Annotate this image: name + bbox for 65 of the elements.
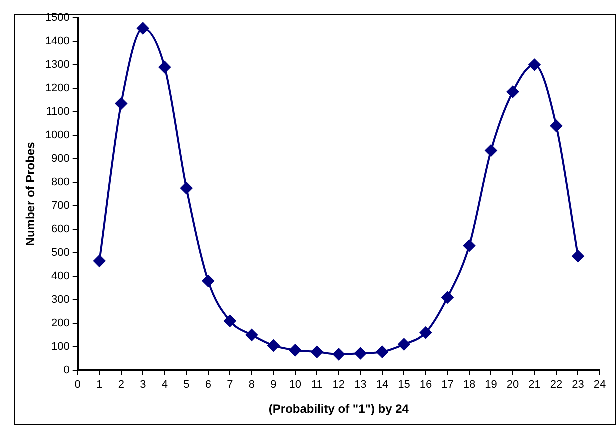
point bbox=[550, 120, 562, 132]
point bbox=[506, 86, 519, 98]
x-tick-label: 23 bbox=[572, 379, 584, 392]
x-tick-label: 13 bbox=[354, 379, 367, 392]
x-tick-label: 5 bbox=[184, 379, 190, 392]
x-tick-label: 3 bbox=[140, 379, 146, 392]
y-tick-label: 500 bbox=[52, 246, 70, 259]
x-tick-label: 4 bbox=[162, 379, 168, 392]
x-tick-label: 11 bbox=[311, 379, 323, 392]
y-tick-label: 1400 bbox=[45, 36, 70, 48]
y-tick-label: 900 bbox=[52, 152, 70, 165]
y-tick-label: 700 bbox=[52, 200, 70, 212]
point bbox=[268, 340, 280, 352]
x-tick-label: 18 bbox=[463, 379, 476, 392]
y-tick-label: 400 bbox=[52, 270, 70, 282]
point bbox=[180, 182, 193, 194]
x-tick-label: 22 bbox=[550, 379, 563, 392]
x-tick-label: 21 bbox=[528, 379, 541, 392]
y-axis-title: Number of Probes bbox=[24, 142, 38, 246]
point bbox=[137, 22, 150, 35]
y-tick-label: 100 bbox=[52, 340, 70, 353]
point bbox=[420, 326, 432, 339]
point bbox=[246, 329, 258, 342]
x-tick-label: 14 bbox=[376, 379, 389, 392]
point bbox=[572, 250, 584, 262]
x-tick-label: 10 bbox=[289, 379, 302, 392]
x-tick-label: 12 bbox=[332, 379, 346, 392]
y-tick-label: 1200 bbox=[45, 82, 70, 95]
x-tick-label: 17 bbox=[442, 379, 454, 392]
x-tick-label: 6 bbox=[205, 379, 212, 392]
point bbox=[94, 255, 106, 268]
point bbox=[442, 292, 454, 304]
y-tick-label: 300 bbox=[52, 294, 70, 306]
y-tick-label: 1000 bbox=[45, 130, 70, 142]
x-tick-label: 16 bbox=[420, 379, 432, 392]
point bbox=[289, 344, 302, 356]
y-tick-label: 600 bbox=[52, 223, 70, 236]
y-tick-label: 800 bbox=[52, 176, 70, 188]
point bbox=[376, 346, 388, 358]
y-tick-label: 0 bbox=[64, 364, 70, 376]
point bbox=[202, 275, 214, 288]
x-tick-label: 8 bbox=[248, 379, 255, 392]
point bbox=[398, 338, 410, 351]
x-tick-label: 19 bbox=[485, 379, 498, 392]
point bbox=[354, 347, 367, 360]
x-axis-title: (Probability of "1") by 24 bbox=[268, 402, 410, 416]
point bbox=[158, 61, 171, 74]
point bbox=[332, 348, 345, 360]
y-tick-label: 1300 bbox=[45, 59, 70, 72]
point bbox=[463, 240, 476, 252]
x-tick-label: 7 bbox=[227, 379, 234, 392]
point bbox=[485, 144, 498, 157]
x-tick-label: 1 bbox=[96, 379, 103, 392]
point bbox=[311, 346, 324, 358]
y-tick-label: 200 bbox=[52, 317, 70, 330]
y-tick-label: 1100 bbox=[46, 106, 70, 118]
x-tick-label: 9 bbox=[270, 379, 277, 392]
point bbox=[115, 98, 128, 110]
point bbox=[528, 58, 541, 71]
x-tick-label: 2 bbox=[118, 379, 124, 392]
point bbox=[224, 315, 236, 328]
x-tick-label: 0 bbox=[74, 379, 81, 392]
x-tick-label: 15 bbox=[398, 379, 410, 392]
x-tick-label: 20 bbox=[506, 379, 520, 392]
x-tick-label: 24 bbox=[594, 379, 606, 392]
